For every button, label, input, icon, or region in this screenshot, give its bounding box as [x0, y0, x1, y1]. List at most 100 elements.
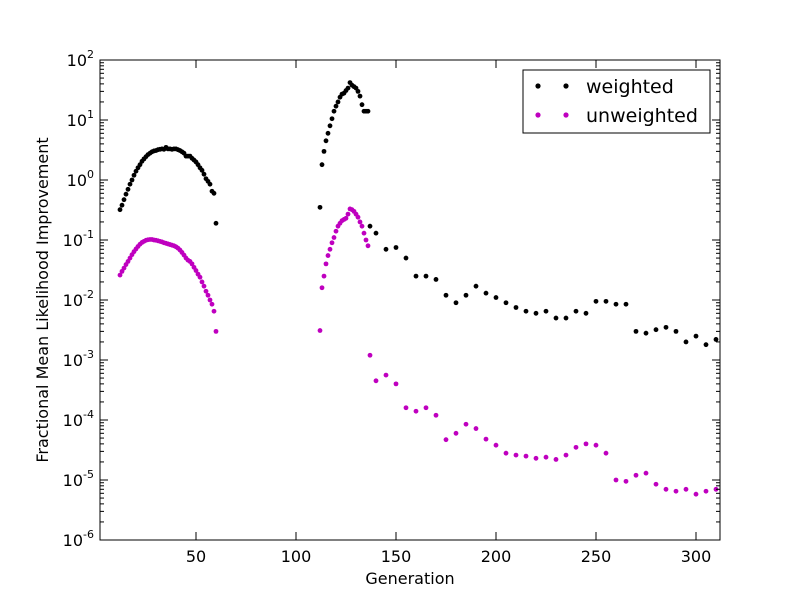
point-weighted [703, 342, 709, 348]
point-unweighted [207, 297, 213, 303]
point-unweighted [331, 235, 337, 240]
point-weighted [329, 116, 335, 122]
point-unweighted [205, 292, 211, 298]
y-tick-label: 10-4 [63, 408, 94, 430]
y-tick-label: 10-3 [63, 348, 94, 370]
point-weighted [345, 85, 351, 91]
point-weighted [365, 108, 371, 114]
point-weighted [327, 123, 333, 129]
point-weighted [333, 103, 339, 109]
point-unweighted [373, 378, 379, 384]
point-weighted [213, 220, 219, 226]
legend-entry-weighted: weighted [535, 76, 674, 98]
point-weighted [211, 190, 217, 196]
point-unweighted [413, 408, 419, 414]
point-unweighted [367, 352, 373, 358]
point-weighted [317, 204, 323, 210]
point-unweighted [211, 308, 217, 314]
x-tick-label: 50 [186, 547, 206, 566]
point-weighted [331, 108, 337, 114]
point-weighted [199, 167, 205, 173]
point-unweighted [323, 261, 329, 267]
point-unweighted [563, 452, 569, 458]
point-unweighted [355, 214, 361, 220]
y-tick-label: 100 [67, 168, 94, 190]
point-weighted [373, 230, 379, 236]
point-weighted [663, 324, 669, 330]
point-unweighted [703, 488, 709, 494]
point-unweighted [423, 405, 429, 411]
point-weighted [513, 305, 519, 310]
point-weighted [133, 168, 139, 174]
point-unweighted [603, 450, 609, 456]
point-unweighted [213, 328, 219, 334]
point-unweighted [201, 283, 207, 289]
point-unweighted [193, 268, 199, 273]
point-unweighted [363, 237, 369, 243]
point-unweighted [199, 279, 205, 285]
point-unweighted [543, 454, 549, 460]
point-weighted [119, 202, 125, 208]
point-weighted [603, 298, 609, 304]
legend-box [522, 69, 711, 134]
point-weighted [121, 197, 127, 203]
point-unweighted [359, 223, 365, 229]
point-unweighted [321, 273, 327, 279]
point-weighted [359, 102, 365, 108]
point-weighted [335, 99, 341, 105]
point-unweighted [623, 478, 629, 484]
point-weighted [503, 300, 509, 306]
point-weighted [613, 301, 619, 307]
point-unweighted [203, 288, 209, 294]
point-weighted [473, 283, 479, 289]
point-unweighted [365, 243, 371, 249]
legend-marker-weighted [535, 83, 541, 89]
point-unweighted [403, 405, 409, 411]
point-weighted [523, 308, 529, 314]
x-tick-label: 150 [381, 547, 412, 566]
legend-marker-unweighted [535, 112, 541, 118]
point-weighted [693, 333, 699, 339]
point-unweighted [197, 274, 203, 280]
point-weighted [357, 93, 363, 99]
point-unweighted [317, 328, 323, 333]
point-weighted [453, 300, 459, 306]
point-unweighted [361, 230, 367, 236]
point-weighted [125, 186, 131, 192]
point-weighted [443, 292, 449, 298]
point-weighted [563, 315, 569, 321]
x-axis-label: Generation [365, 569, 454, 588]
point-weighted [713, 337, 719, 342]
point-weighted [653, 327, 659, 333]
point-weighted [573, 308, 579, 314]
point-weighted [413, 273, 419, 279]
y-tick-label: 10-2 [63, 288, 94, 310]
y-tick-label: 10-6 [63, 528, 94, 550]
point-weighted [623, 301, 629, 307]
point-unweighted [663, 486, 669, 492]
point-unweighted [533, 455, 539, 461]
x-tick-label: 100 [281, 547, 312, 566]
point-unweighted [433, 412, 439, 418]
point-unweighted [329, 240, 335, 246]
point-unweighted [483, 436, 489, 442]
y-tick-label: 10-5 [63, 468, 94, 490]
x-tick-label: 300 [681, 547, 712, 566]
point-unweighted [393, 381, 399, 387]
point-unweighted [453, 430, 459, 436]
point-weighted [383, 246, 389, 252]
legend-label-unweighted: unweighted [586, 105, 698, 127]
point-unweighted [443, 437, 449, 443]
point-weighted [683, 339, 689, 345]
point-unweighted [357, 219, 363, 225]
point-weighted [393, 245, 399, 250]
point-unweighted [209, 301, 215, 307]
point-weighted [533, 310, 539, 316]
point-weighted [463, 292, 469, 298]
legend: weighted unweighted [522, 69, 711, 134]
point-weighted [367, 223, 373, 229]
point-weighted [593, 298, 599, 304]
legend-label-weighted: weighted [586, 76, 674, 98]
points-layer [117, 80, 719, 497]
